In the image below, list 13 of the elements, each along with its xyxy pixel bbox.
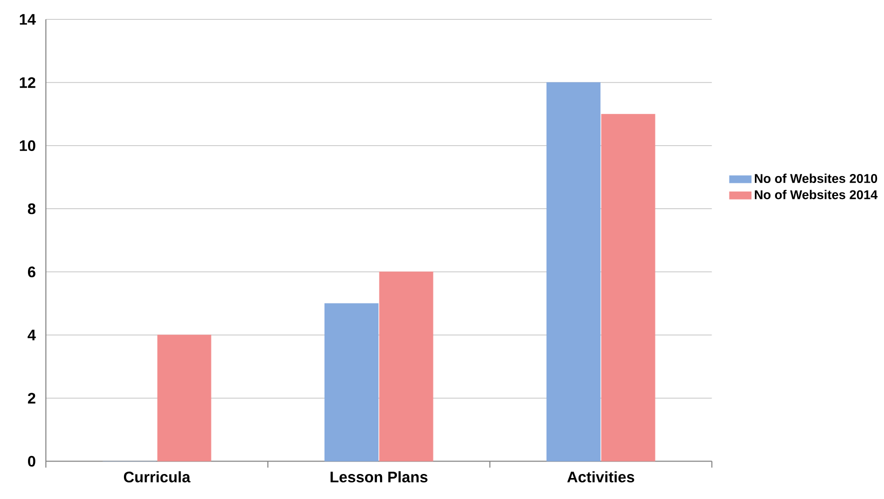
y-tick-label: 8 (28, 203, 36, 214)
x-tick-label: Lesson Plans (330, 470, 428, 482)
y-tick-label: 4 (28, 330, 36, 340)
legend-label: No of Websites 2010 (754, 173, 878, 183)
x-tick-label: Curricula (124, 470, 190, 482)
legend-label: No of Websites 2014 (754, 190, 878, 199)
y-tick-label: 10 (20, 140, 36, 151)
x-tick-label: Activities (567, 470, 634, 482)
y-tick-label: 14 (20, 14, 36, 24)
y-tick-label: 2 (28, 392, 36, 404)
y-tick-label: 12 (20, 76, 36, 88)
y-tick-label: 0 (28, 456, 36, 466)
y-tick-label: 6 (28, 266, 36, 278)
